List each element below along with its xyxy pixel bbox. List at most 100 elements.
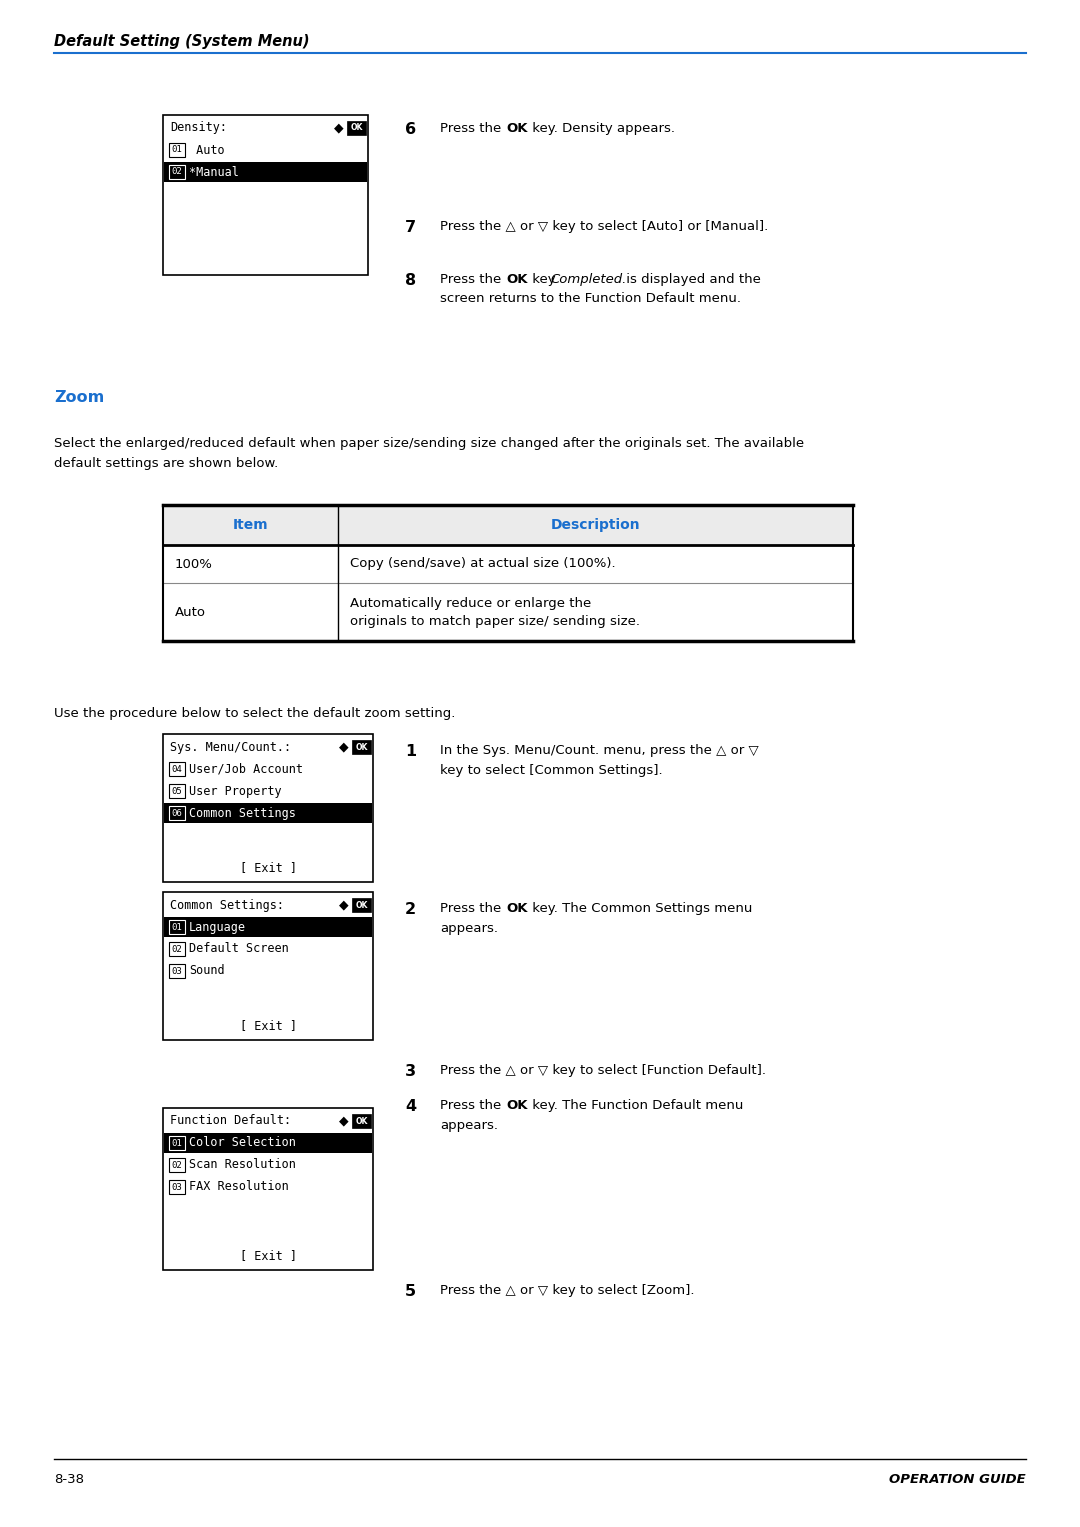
Text: Item: Item [232,518,268,531]
Text: 05: 05 [172,786,183,796]
Text: 5: 5 [405,1284,416,1299]
Text: appears.: appears. [440,922,498,935]
Bar [164,803,372,823]
Text: 1: 1 [405,744,416,759]
Text: 8-38: 8-38 [54,1474,84,1486]
Bar [163,505,853,545]
Bar [163,115,368,275]
Text: key.: key. [528,273,562,286]
Text: Default Setting (System Menu): Default Setting (System Menu) [54,34,310,49]
Bar [163,734,373,883]
Bar [352,741,372,754]
Bar [168,806,185,820]
Text: User Property: User Property [189,785,282,797]
Text: 01: 01 [172,145,183,154]
Bar [164,918,372,938]
Text: [ Exit ]: [ Exit ] [240,861,297,875]
Text: [ Exit ]: [ Exit ] [240,1020,297,1032]
Text: ◆: ◆ [334,122,343,134]
Text: Auto: Auto [175,606,206,618]
Bar [347,121,366,134]
Text: OK: OK [355,742,367,751]
Text: Description: Description [551,518,640,531]
Text: ◆: ◆ [339,741,349,753]
Text: appears.: appears. [440,1119,498,1132]
Text: Auto: Auto [189,144,225,156]
Bar [164,162,367,182]
Text: Press the: Press the [440,273,505,286]
Text: Copy (send/save) at actual size (100%).: Copy (send/save) at actual size (100%). [350,557,616,571]
Text: screen returns to the Function Default menu.: screen returns to the Function Default m… [440,292,741,305]
Text: User/Job Account: User/Job Account [189,762,303,776]
Text: Sys. Menu/Count.:: Sys. Menu/Count.: [170,741,292,753]
Bar [168,165,185,179]
Text: OK: OK [507,273,527,286]
Text: Completed.: Completed. [550,273,626,286]
Text: Press the: Press the [440,1099,505,1112]
Bar [163,892,373,1040]
Text: Default Screen: Default Screen [189,942,288,956]
Text: FAX Resolution: FAX Resolution [189,1180,288,1194]
Text: Press the: Press the [440,122,505,134]
Text: OK: OK [355,901,367,910]
Bar [168,1136,185,1150]
Bar [168,783,185,799]
Bar [163,1109,373,1270]
Text: Function Default:: Function Default: [170,1115,292,1127]
Text: ◆: ◆ [339,1115,349,1127]
Text: OK: OK [350,124,363,133]
Text: key. The Function Default menu: key. The Function Default menu [528,1099,743,1112]
Text: 100%: 100% [175,557,213,571]
Text: is displayed and the: is displayed and the [622,273,761,286]
Text: OK: OK [507,902,527,915]
Text: 6: 6 [405,122,416,137]
Text: 03: 03 [172,1182,183,1191]
Text: OK: OK [507,122,527,134]
Text: Use the procedure below to select the default zoom setting.: Use the procedure below to select the de… [54,707,456,721]
Text: 2: 2 [405,902,416,918]
Text: Select the enlarged/reduced default when paper size/sending size changed after t: Select the enlarged/reduced default when… [54,437,805,450]
Text: 4: 4 [405,1099,416,1115]
Text: 03: 03 [172,967,183,976]
Bar [168,919,185,935]
Text: 7: 7 [405,220,416,235]
Text: In the Sys. Menu/Count. menu, press the △ or ▽: In the Sys. Menu/Count. menu, press the … [440,744,759,757]
Text: Density:: Density: [170,122,227,134]
Text: 02: 02 [172,1161,183,1170]
Text: 01: 01 [172,922,183,931]
Text: Common Settings:: Common Settings: [170,898,284,912]
Text: key. The Common Settings menu: key. The Common Settings menu [528,902,753,915]
Text: ◆: ◆ [339,898,349,912]
Text: Press the △ or ▽ key to select [Zoom].: Press the △ or ▽ key to select [Zoom]. [440,1284,694,1296]
Bar [168,762,185,776]
Text: OPERATION GUIDE: OPERATION GUIDE [889,1474,1026,1486]
Text: originals to match paper size/ sending size.: originals to match paper size/ sending s… [350,615,640,628]
Text: OK: OK [507,1099,527,1112]
Text: 04: 04 [172,765,183,774]
Text: Scan Resolution: Scan Resolution [189,1159,296,1171]
Text: default settings are shown below.: default settings are shown below. [54,457,279,470]
Text: OK: OK [355,1116,367,1125]
Bar [352,1115,372,1128]
Text: Color Selection: Color Selection [189,1136,296,1150]
Text: key. Density appears.: key. Density appears. [528,122,675,134]
Bar [164,1133,372,1153]
Bar [168,1180,185,1194]
Text: Press the △ or ▽ key to select [Function Default].: Press the △ or ▽ key to select [Function… [440,1064,766,1077]
Text: Zoom: Zoom [54,389,105,405]
Text: Sound: Sound [189,965,225,977]
Text: 02: 02 [172,168,183,177]
Bar [168,942,185,956]
Text: Automatically reduce or enlarge the: Automatically reduce or enlarge the [350,597,591,609]
Text: 01: 01 [172,1139,183,1147]
Bar [168,964,185,977]
Text: 3: 3 [405,1064,416,1080]
Bar [168,1157,185,1173]
Text: 06: 06 [172,808,183,817]
Text: [ Exit ]: [ Exit ] [240,1249,297,1263]
Text: Common Settings: Common Settings [189,806,296,820]
Text: Press the: Press the [440,902,505,915]
Text: 02: 02 [172,945,183,953]
Text: key to select [Common Settings].: key to select [Common Settings]. [440,764,663,777]
Text: 8: 8 [405,273,416,289]
